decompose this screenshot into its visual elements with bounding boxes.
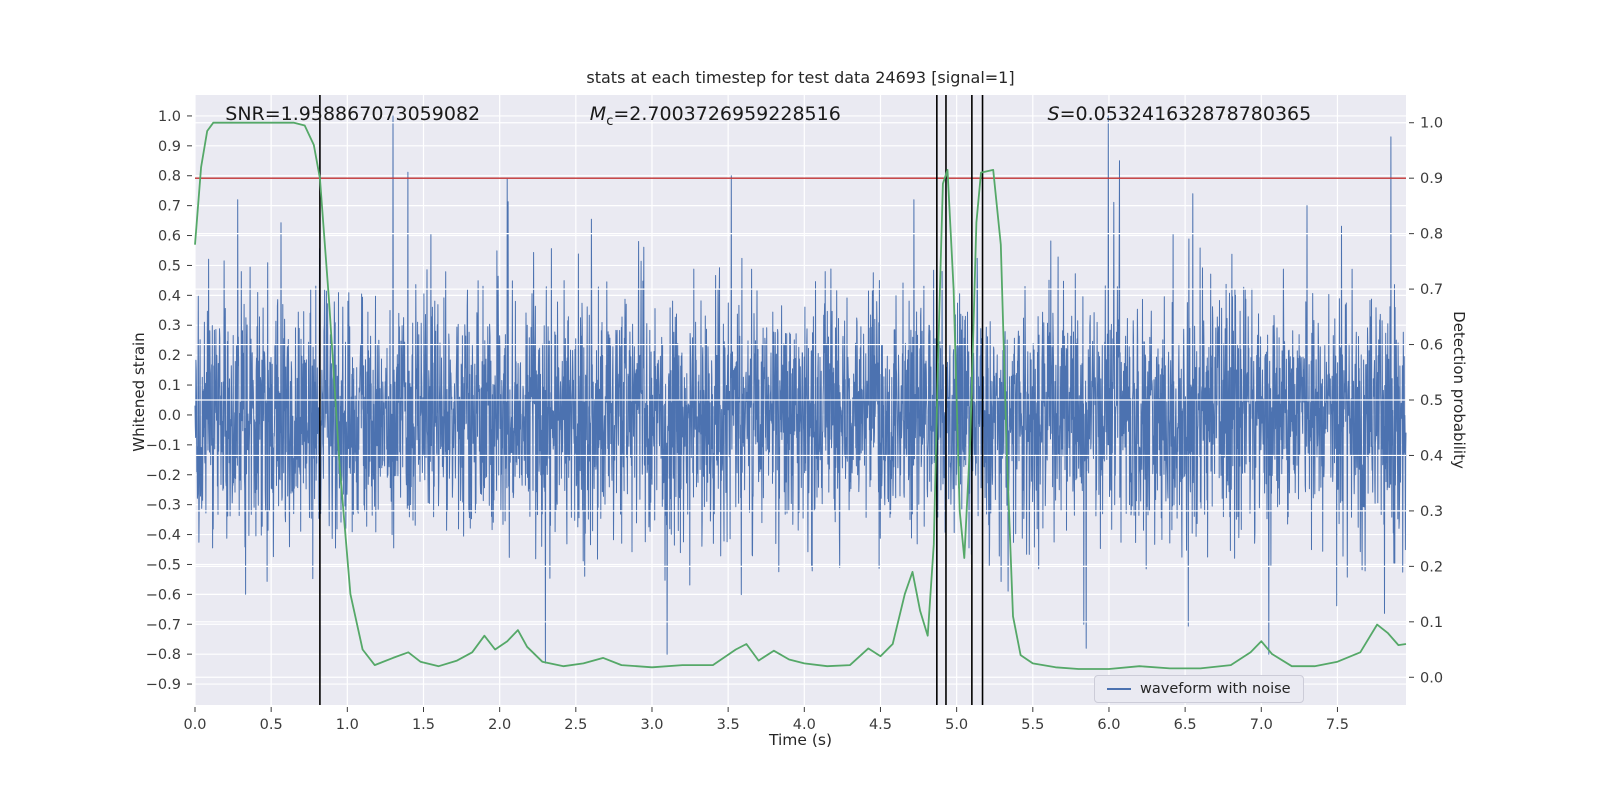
- annotation-s-symbol: S: [1047, 103, 1060, 125]
- noise-waveform-series: [194, 115, 1407, 664]
- x-axis-label: Time (s): [768, 731, 833, 749]
- x-tick-label: 7.5: [1326, 717, 1349, 733]
- annotation-chirp-mass: Mc=2.7003726959228516: [590, 103, 841, 129]
- annotation-snr-text: SNR=1.958867073059082: [225, 103, 481, 125]
- x-tick-label: 2.0: [488, 717, 511, 733]
- right-tick-label: 0.0: [1420, 670, 1443, 686]
- right-tick-label: 0.2: [1420, 559, 1443, 575]
- right-tick-label: 0.3: [1420, 504, 1443, 520]
- legend-line-sample: [1107, 688, 1131, 690]
- left-tick-label: 0.7: [158, 199, 181, 215]
- x-tick-label: 3.5: [717, 717, 740, 733]
- left-tick-label: 0.0: [158, 408, 181, 424]
- left-tick-label: 0.2: [158, 348, 181, 364]
- x-tick-label: 1.5: [412, 717, 435, 733]
- left-tick-label: 0.1: [158, 378, 181, 394]
- left-tick-label: 0.8: [158, 169, 181, 185]
- right-tick-label: 0.9: [1420, 171, 1443, 187]
- right-tick-label: 0.5: [1420, 393, 1443, 409]
- left-axis-label: Whitened strain: [130, 332, 148, 452]
- left-tick-label: 0.4: [158, 288, 181, 304]
- left-tick-label: 0.3: [158, 318, 181, 334]
- legend-label: waveform with noise: [1140, 681, 1291, 697]
- detection-probability-series: [194, 121, 1407, 670]
- right-tick-label: 1.0: [1420, 116, 1443, 132]
- right-tick-label: 0.4: [1420, 448, 1443, 464]
- annotation-mc-text: =2.7003726959228516: [613, 103, 841, 125]
- x-tick-label: 0.5: [260, 717, 283, 733]
- left-tick-label: 0.6: [158, 229, 181, 245]
- annotation-mc-symbol: M: [589, 103, 607, 125]
- left-tick-label: −0.5: [146, 557, 181, 573]
- left-tick-label: 1.0: [158, 109, 181, 125]
- right-tick-label: 0.7: [1420, 282, 1443, 298]
- x-tick-label: 7.0: [1250, 717, 1273, 733]
- x-tick-label: 6.5: [1174, 717, 1197, 733]
- right-tick-label: 0.8: [1420, 227, 1443, 243]
- left-tick-label: 0.5: [158, 258, 181, 274]
- left-tick-label: −0.9: [146, 677, 181, 693]
- left-tick-label: −0.2: [146, 468, 181, 484]
- x-tick-label: 6.0: [1097, 717, 1120, 733]
- x-tick-label: 5.5: [1021, 717, 1044, 733]
- left-tick-label: −0.6: [146, 587, 181, 603]
- x-tick-label: 2.5: [564, 717, 587, 733]
- x-tick-label: 5.0: [945, 717, 968, 733]
- left-tick-label: −0.1: [146, 438, 181, 454]
- chart-title: stats at each timestep for test data 246…: [586, 68, 1015, 87]
- x-tick-label: 3.0: [640, 717, 663, 733]
- x-tick-label: 0.0: [183, 717, 206, 733]
- x-tick-label: 4.5: [869, 717, 892, 733]
- right-axis-label: Detection probability: [1450, 311, 1468, 469]
- left-tick-label: −0.4: [146, 528, 181, 544]
- left-tick-label: −0.3: [146, 498, 181, 514]
- tick-layer: 0.0 0.5 1.0 1.5 2.0 2.5 3.0 3.5 4.0 4.5 5.0 5.5 6.0 6…: [146, 109, 1443, 733]
- annotation-mc-subscript: c: [606, 113, 614, 129]
- annotation-s: S=0.053241632878780365: [1048, 103, 1312, 125]
- left-tick-label: −0.7: [146, 617, 181, 633]
- x-tick-label: 4.0: [793, 717, 816, 733]
- right-tick-label: 0.6: [1420, 338, 1443, 354]
- left-tick-label: 0.9: [158, 139, 181, 155]
- x-tick-label: 1.0: [336, 717, 359, 733]
- legend: waveform with noise: [1094, 675, 1304, 703]
- right-tick-label: 0.1: [1420, 615, 1443, 631]
- annotation-s-text: =0.053241632878780365: [1059, 103, 1312, 125]
- left-tick-label: −0.8: [146, 647, 181, 663]
- annotation-snr: SNR=1.958867073059082: [225, 103, 480, 125]
